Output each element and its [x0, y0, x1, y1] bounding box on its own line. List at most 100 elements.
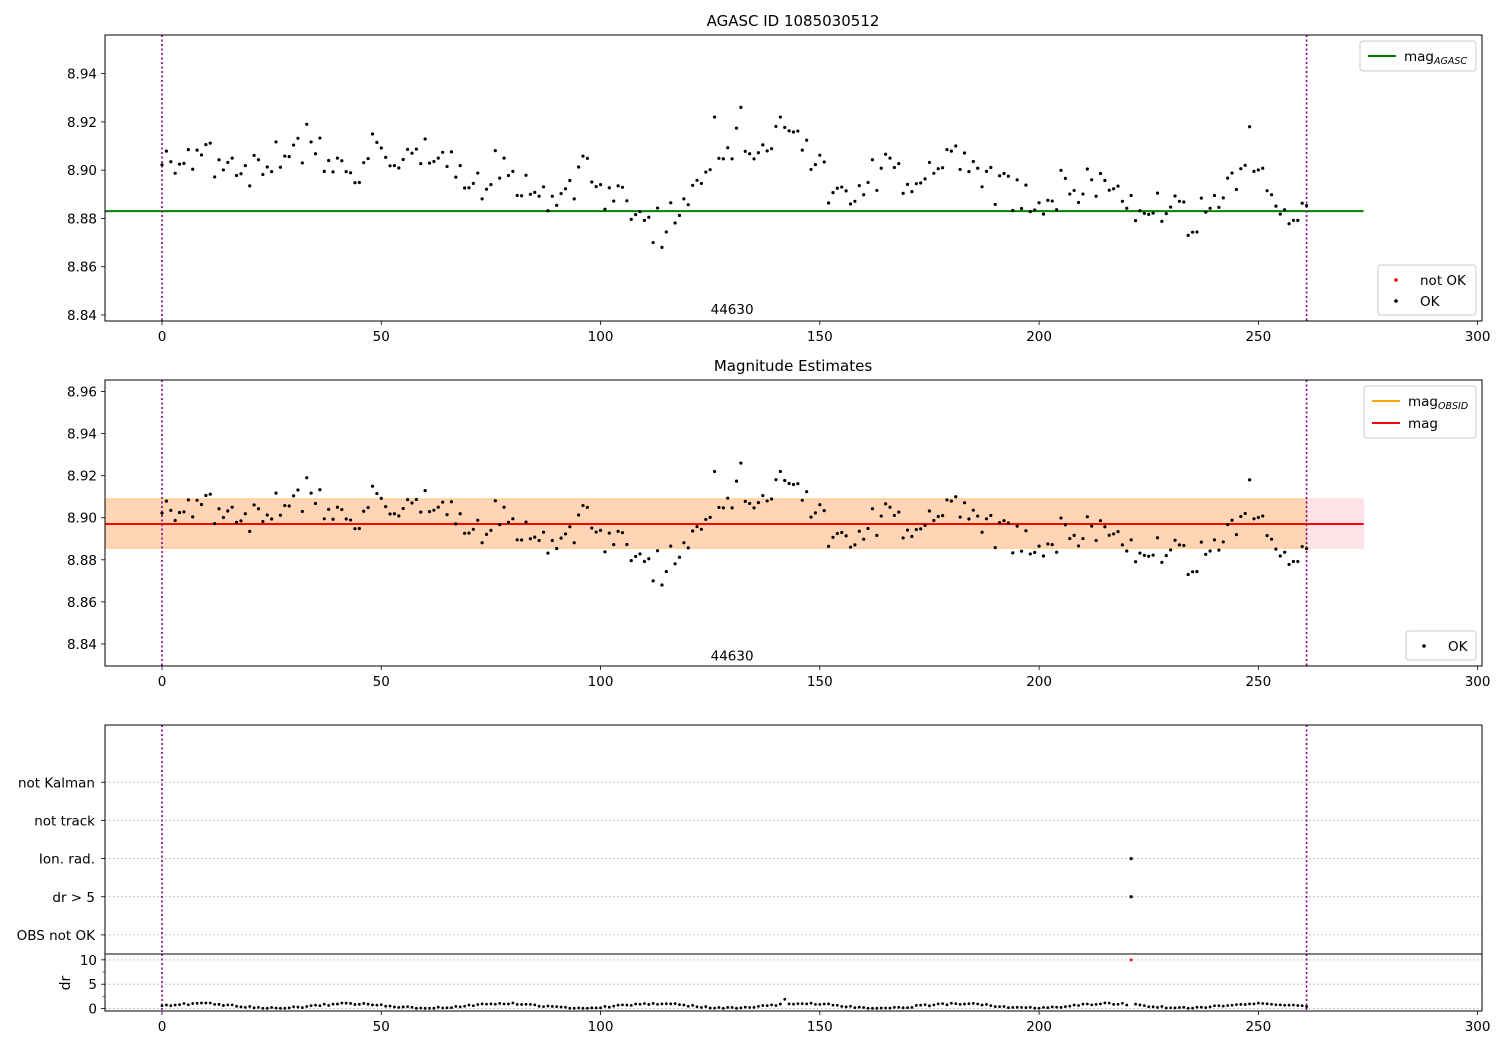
data-point [1094, 538, 1098, 543]
data-point [919, 527, 923, 531]
data-point [607, 531, 611, 535]
data-point [774, 1004, 778, 1007]
data-point [919, 1003, 923, 1007]
data-point [1178, 1006, 1181, 1009]
data-point [840, 185, 844, 189]
data-point [305, 1005, 309, 1008]
data-point [1134, 1002, 1137, 1006]
data-point [1046, 198, 1050, 202]
data-point [1055, 208, 1059, 212]
data-point [1296, 218, 1300, 222]
data-point [1212, 193, 1217, 198]
data-point [1239, 167, 1243, 171]
data-point [1300, 544, 1304, 549]
data-point [191, 167, 195, 171]
data-point [331, 1002, 335, 1006]
data-point [401, 157, 405, 162]
data-point [1226, 523, 1230, 527]
data-point [239, 1005, 243, 1009]
data-point [313, 501, 318, 506]
data-point [848, 545, 853, 549]
data-point [1133, 560, 1138, 564]
data-point [748, 1006, 752, 1009]
data-point [805, 138, 809, 142]
data-point [638, 1002, 642, 1006]
data-point [357, 1002, 361, 1006]
data-point [998, 520, 1002, 525]
data-point [199, 502, 204, 507]
data-point [598, 183, 603, 187]
data-point [204, 1001, 208, 1005]
data-point [410, 501, 414, 505]
x-tick-label-5: 250 [1245, 1019, 1271, 1035]
data-point [217, 507, 221, 511]
data-point [695, 524, 699, 529]
data-point [1217, 548, 1221, 552]
x-tick-label-1: 50 [373, 674, 390, 690]
x-tick-label-4: 200 [1026, 674, 1052, 690]
data-point [485, 1002, 488, 1006]
data-point [1076, 200, 1081, 205]
data-point [1081, 1002, 1085, 1006]
data-point [564, 1005, 567, 1009]
data-point [502, 156, 506, 160]
data-point [721, 157, 725, 161]
series-not-ok-3 [1129, 958, 1133, 962]
data-point [848, 202, 853, 206]
data-point [958, 167, 962, 172]
data-point [853, 543, 857, 547]
data-point [428, 1006, 431, 1010]
data-point [748, 501, 752, 506]
data-point [1261, 514, 1265, 518]
data-point [765, 499, 769, 503]
data-point [559, 536, 563, 540]
data-point [1063, 176, 1067, 180]
data-point [1116, 184, 1120, 188]
data-point [660, 1002, 664, 1006]
data-point [664, 569, 668, 574]
data-point [1208, 549, 1212, 553]
data-point [344, 170, 348, 174]
data-point [875, 188, 879, 193]
data-point [1090, 178, 1094, 182]
data-point [809, 515, 813, 519]
x-tick-label-5: 250 [1245, 329, 1271, 345]
data-point [962, 151, 967, 155]
data-point [993, 1005, 997, 1009]
data-point [1133, 218, 1138, 223]
data-point [274, 1006, 278, 1010]
data-point [520, 1003, 524, 1006]
data-point [814, 1002, 817, 1006]
data-point [971, 508, 975, 512]
data-point [1107, 1001, 1111, 1005]
flags-panel: OBS not OK dr > 5 Ion. rad. not track not Ka… [17, 724, 1483, 955]
data-point [313, 152, 318, 156]
data-point [870, 507, 875, 511]
data-point [248, 184, 252, 188]
data-point [682, 197, 686, 201]
data-point [169, 508, 173, 512]
data-point [340, 1001, 344, 1005]
data-point [1305, 1005, 1308, 1009]
data-point [243, 512, 247, 516]
data-point [507, 1002, 510, 1006]
y-tick-label-3: 8.90 [67, 163, 97, 179]
data-point [462, 531, 467, 535]
series-ok-0 [160, 105, 1309, 249]
data-point [493, 1002, 497, 1006]
data-point [1125, 1003, 1129, 1007]
data-point [384, 155, 388, 159]
data-point [537, 1004, 541, 1008]
data-point [914, 182, 918, 186]
data-point [173, 171, 177, 175]
data-point [309, 140, 313, 144]
data-point [366, 506, 370, 510]
data-point [1256, 168, 1260, 172]
data-point [1103, 525, 1107, 529]
data-point [629, 559, 633, 563]
data-point [844, 534, 848, 538]
flag-label-2: Ion. rad. [39, 852, 95, 868]
data-point [419, 1006, 423, 1010]
data-point [234, 173, 239, 178]
data-point [1164, 1006, 1168, 1010]
